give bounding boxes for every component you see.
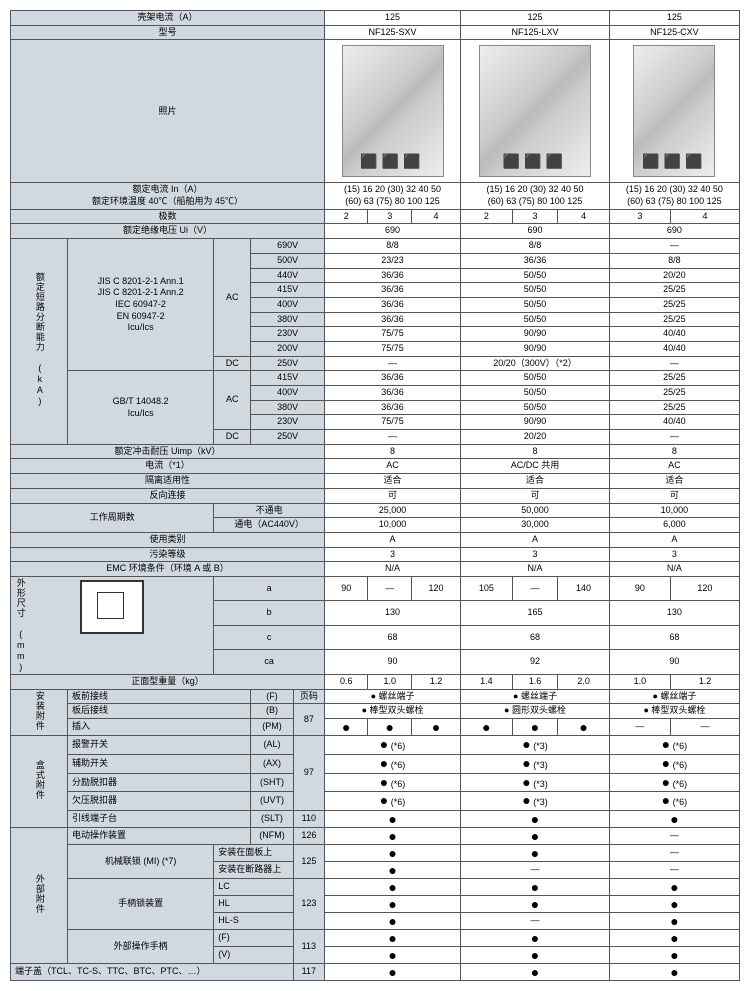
- c2-frame: 125: [461, 11, 610, 26]
- hdr-model: 型号: [11, 25, 325, 40]
- c2-model: NF125-LXV: [461, 25, 610, 40]
- hdr-icu: 额定短路分断能力 (kA): [11, 239, 68, 445]
- c2-ratings: (15) 16 20 (30) 32 40 50 (60) 63 (75) 80…: [461, 183, 610, 209]
- c1-frame: 125: [324, 11, 460, 26]
- c3-ratings: (15) 16 20 (30) 32 40 50 (60) 63 (75) 80…: [609, 183, 739, 209]
- hdr-rated: 额定电流 In（A）额定环境温度 40℃（船舶用为 45℃）: [11, 183, 325, 209]
- spec-table: 壳架电流（A） 125 125 125 型号 NF125-SXV NF125-L…: [10, 10, 740, 981]
- hdr-frame: 壳架电流（A）: [11, 11, 325, 26]
- c1-ratings: (15) 16 20 (30) 32 40 50 (60) 63 (75) 80…: [324, 183, 460, 209]
- c2-photo: [461, 40, 610, 183]
- c3-photo: [609, 40, 739, 183]
- std-gb: GB/T 14048.2 Icu/Ics: [68, 371, 214, 444]
- hdr-photo: 照片: [11, 40, 325, 183]
- c3-frame: 125: [609, 11, 739, 26]
- c1-photo: [324, 40, 460, 183]
- hdr-dim: 外形尺寸 (mm): [11, 576, 214, 674]
- std-jis: JIS C 8201-2-1 Ann.1 JIS C 8201-2-1 Ann.…: [68, 239, 214, 371]
- hdr-ui: 额定绝缘电压 Ui（V）: [11, 224, 325, 239]
- c1-model: NF125-SXV: [324, 25, 460, 40]
- hdr-poles: 极数: [11, 209, 325, 224]
- c3-model: NF125-CXV: [609, 25, 739, 40]
